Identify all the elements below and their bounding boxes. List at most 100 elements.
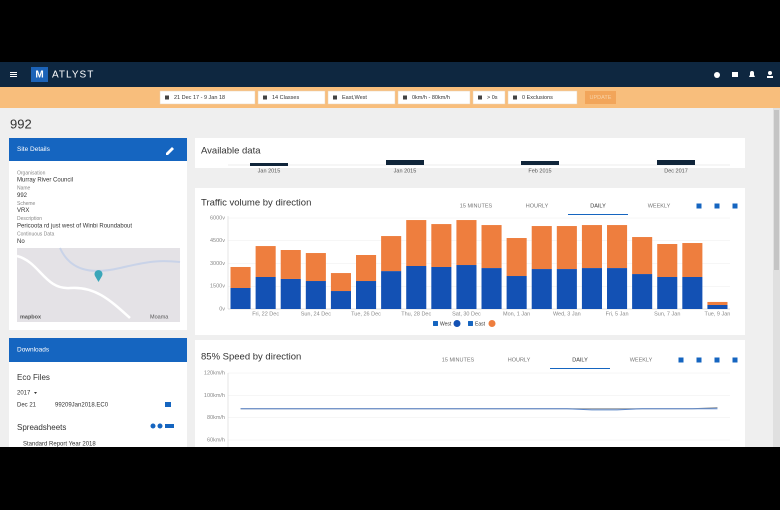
tab[interactable]: 15 MINUTES [442, 357, 475, 363]
notifications-icon[interactable] [749, 71, 755, 77]
availability-bar [250, 163, 288, 166]
timeline-label: Feb 2015 [528, 168, 551, 174]
brand: ATLYST [52, 70, 94, 81]
legend-checkbox[interactable] [468, 321, 473, 326]
tab[interactable]: WEEKLY [648, 203, 671, 209]
filter-label: > 0s [487, 95, 498, 101]
map-pin [94, 270, 103, 282]
letterbox-bottom [0, 447, 780, 510]
availability-bar [386, 160, 424, 165]
filter-icon [263, 95, 267, 100]
account-icon[interactable] [768, 71, 772, 75]
bar-segment [381, 236, 402, 272]
file-download-icon[interactable] [165, 402, 171, 407]
field-label: Description [17, 216, 42, 222]
bar-segment [305, 281, 326, 309]
bar-segment [381, 271, 402, 309]
y-tick-label: 100km/h [204, 393, 225, 399]
x-tick-label: Sat, 30 Dec [452, 311, 481, 317]
legend-checkbox[interactable] [433, 321, 438, 326]
messages-icon[interactable] [732, 72, 738, 77]
filter-chip[interactable] [472, 90, 506, 105]
bar-segment [280, 278, 301, 309]
chart-title: Traffic volume by direction [201, 198, 311, 209]
bar-segment [330, 273, 351, 292]
chart-action-icon[interactable] [696, 357, 702, 363]
tab[interactable]: HOURLY [526, 203, 549, 209]
page-title: 992 [10, 116, 32, 131]
file-date: Dec 21 [17, 403, 37, 409]
logo[interactable] [31, 67, 48, 82]
x-tick-label: Wed, 3 Jan [553, 311, 581, 317]
logo-mark: M [35, 70, 43, 81]
field-value: No [17, 239, 25, 245]
bar-segment [607, 268, 628, 309]
y-tick-label: 0v [219, 306, 225, 312]
chart-action-icon[interactable] [696, 203, 702, 209]
chart-action-icon[interactable] [714, 203, 720, 209]
field-value: VRX [17, 208, 29, 214]
site-details-header [9, 138, 187, 161]
available-data-title: Available data [201, 146, 261, 157]
x-tick-label: Sun, 24 Dec [301, 311, 332, 317]
bar-segment [531, 269, 552, 309]
menu-icon[interactable] [10, 72, 17, 77]
spreadsheets-title: Spreadsheets [17, 423, 66, 432]
map[interactable] [16, 247, 181, 322]
filter-chip[interactable] [327, 90, 396, 105]
scrollbar-thumb[interactable] [774, 110, 779, 270]
filter-icon [513, 95, 517, 100]
bar-segment [531, 226, 552, 270]
bar-segment [707, 304, 728, 309]
tab[interactable]: HOURLY [508, 357, 531, 363]
file-name: 99209Jan2018.EC0 [55, 403, 109, 409]
chart-action-icon[interactable] [732, 357, 738, 363]
x-tick-label: Thu, 28 Dec [401, 311, 431, 317]
tab[interactable]: DAILY [572, 357, 588, 363]
tab[interactable]: WEEKLY [630, 357, 653, 363]
map-tile [17, 248, 180, 322]
field-value: Pericoota rd just west of Winbi Roundabo… [17, 223, 132, 229]
reload-icon[interactable] [157, 423, 163, 429]
map-attribution: mapbox [20, 314, 42, 320]
timeline-label: Jan 2015 [394, 168, 417, 174]
bar-segment [431, 266, 452, 309]
settings-icon[interactable] [714, 72, 720, 78]
refresh-icon[interactable] [150, 423, 156, 429]
field-value: Murray River Council [17, 178, 73, 184]
edit-icon[interactable] [166, 147, 174, 155]
update-button[interactable] [585, 91, 616, 104]
bar-segment [255, 246, 276, 277]
y-tick-label: 1500v [210, 284, 225, 290]
tab[interactable]: 15 MINUTES [460, 203, 493, 209]
site-details-title: Site Details [17, 146, 51, 153]
legend-label: West [440, 321, 452, 327]
chart-title: 85% Speed by direction [201, 352, 301, 363]
filter-label: East,West [342, 95, 367, 101]
tab[interactable]: DAILY [590, 203, 606, 209]
filter-chip[interactable] [257, 90, 326, 105]
downloads-header [9, 338, 187, 362]
bar-segment [356, 281, 377, 309]
bar-segment [581, 225, 602, 269]
chart-action-icon[interactable] [732, 203, 738, 209]
download-icons[interactable] [165, 424, 174, 428]
y-tick-label: 4500v [210, 238, 225, 244]
chart-action-icon[interactable] [714, 357, 720, 363]
bar-segment [255, 276, 276, 309]
legend-label: East [475, 321, 486, 327]
legend-swatch [453, 320, 461, 327]
account-icon-body [767, 76, 773, 78]
bar-segment [682, 276, 703, 309]
filter-chip[interactable] [159, 90, 256, 105]
spreadsheet-name: Standard Report Year 2018 [23, 442, 96, 448]
filter-chip[interactable] [507, 90, 578, 105]
bar-segment [456, 220, 477, 266]
bar-segment [632, 274, 653, 309]
year-select[interactable]: 2017 [17, 391, 31, 397]
filter-chip[interactable] [397, 90, 471, 105]
chart-action-icon[interactable] [678, 357, 684, 363]
bar-segment [506, 276, 527, 309]
y-tick-label: 120km/h [204, 370, 225, 376]
